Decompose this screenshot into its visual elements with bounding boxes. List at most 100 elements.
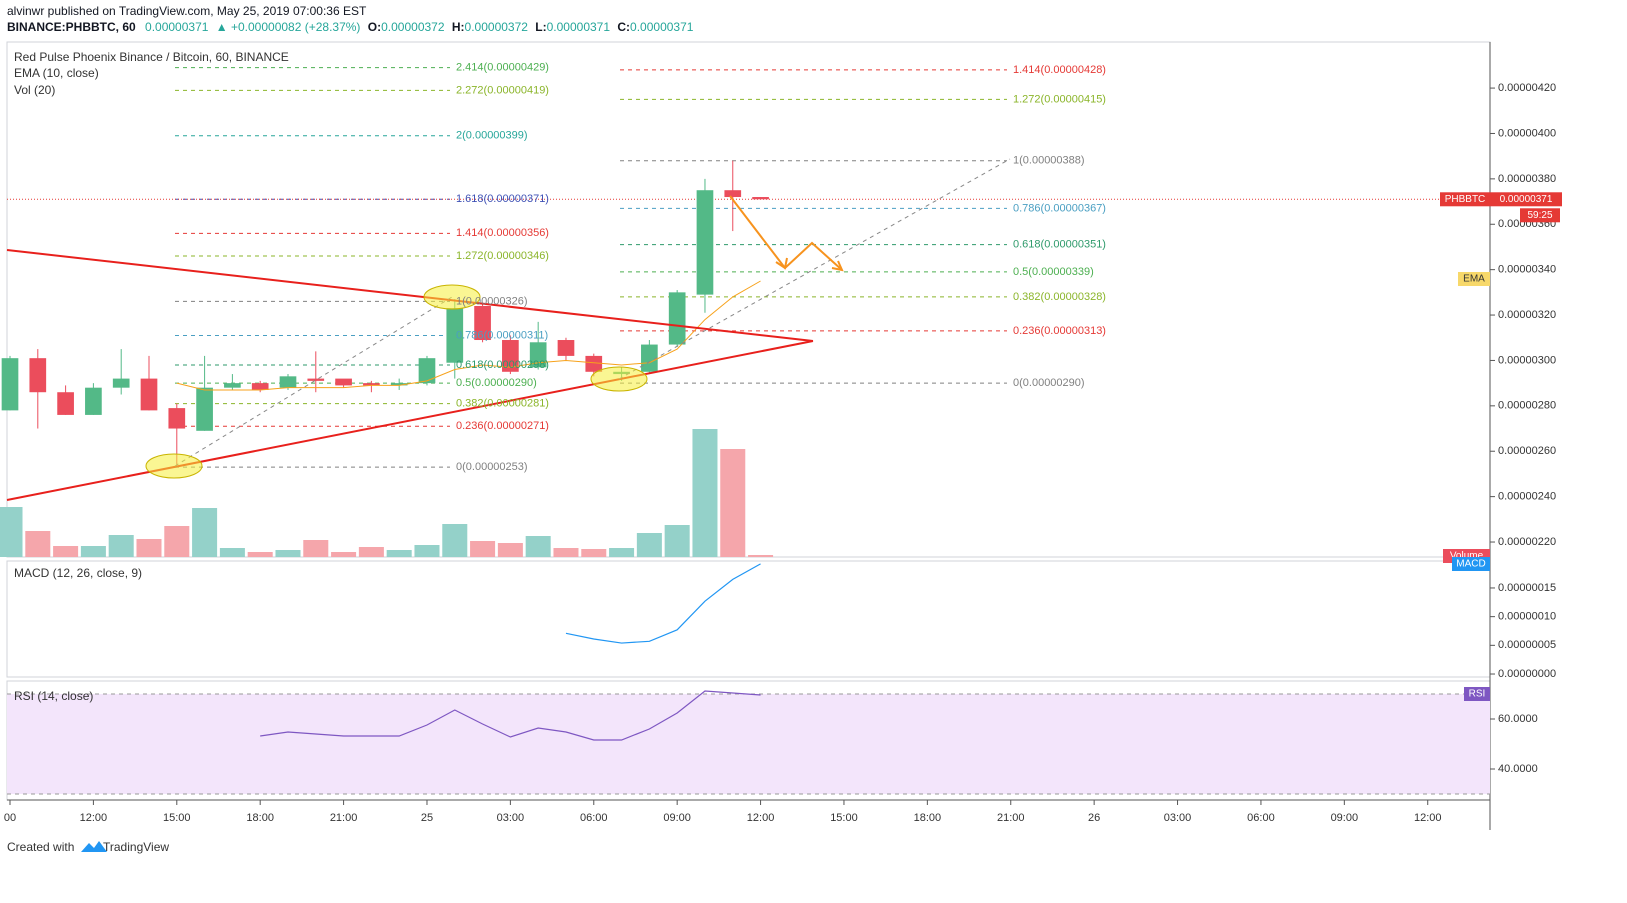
rsi-band: [7, 694, 1490, 794]
volume-bar: [331, 552, 357, 557]
x-tick-label: 12:00: [747, 812, 775, 824]
legend-ema: EMA (10, close): [14, 66, 99, 80]
fib-label: 0.5(0.00000339): [1013, 266, 1094, 278]
volume-bar: [136, 539, 162, 557]
fib-label: 0.5(0.00000290): [456, 377, 537, 389]
y-tick-label: 0.00000260: [1498, 445, 1556, 457]
fib-label: 1.272(0.00000415): [1013, 93, 1106, 105]
fib-anchor: [618, 158, 1011, 380]
volume-bar: [247, 552, 273, 557]
projection-arrow: [729, 195, 843, 271]
volume-bar: [25, 531, 51, 557]
candle-body: [279, 376, 297, 388]
fib-anchor: [174, 296, 453, 467]
x-tick-label: 25: [421, 812, 433, 824]
x-tick-label: 06:00: [1247, 812, 1275, 824]
candle-body: [668, 292, 686, 345]
y-tick-label: 0.00000015: [1498, 582, 1556, 594]
y-tick-label: 0.00000320: [1498, 309, 1556, 321]
volume-bar: [636, 533, 662, 557]
x-tick-label: 12:00: [1414, 812, 1442, 824]
fib-label: 0.382(0.00000328): [1013, 291, 1106, 303]
x-tick-label: 18:00: [246, 812, 274, 824]
volume-bar: [525, 536, 551, 557]
y-tick-label: 0.00000005: [1498, 639, 1556, 651]
fib-label: 2.272(0.00000419): [456, 84, 549, 96]
candle-body: [85, 387, 102, 415]
fib-label: 0(0.00000253): [456, 461, 528, 473]
y-tick-label: 0.00000420: [1498, 82, 1556, 94]
volume-bar: [748, 555, 774, 557]
fib-label: 0.236(0.00000313): [1013, 325, 1106, 337]
y-tick-label: 0.00000380: [1498, 173, 1556, 185]
trendline: [6, 249, 814, 342]
fib-label: 0.786(0.00000367): [1013, 202, 1106, 214]
candle-body: [29, 358, 47, 393]
x-tick-label: 12:00: [80, 812, 108, 824]
x-tick-label: 15:00: [163, 812, 191, 824]
fib-label: 1.414(0.00000428): [1013, 64, 1106, 76]
symbol: BINANCE:PHBBTC, 60: [7, 20, 136, 34]
volume-bar: [581, 549, 607, 557]
ohlc-key: L:: [535, 20, 546, 34]
fib-label: 1.618(0.00000371): [456, 193, 549, 205]
macd-title: MACD (12, 26, close, 9): [14, 566, 142, 580]
fib-label: 1(0.00000326): [456, 295, 528, 307]
candle-body: [585, 355, 603, 372]
volume-bar: [497, 543, 523, 557]
volume-bar: [553, 548, 579, 557]
candle-body: [502, 340, 519, 372]
last-price-symbol-box: [1440, 192, 1490, 207]
highlight: [590, 366, 648, 392]
y-tick-label: 0.00000220: [1498, 536, 1556, 548]
x-tick-label: 21:00: [997, 812, 1025, 824]
marks-layer: [1, 160, 769, 741]
x-tick-label: 03:00: [497, 812, 525, 824]
last-price-label-box: [1490, 192, 1562, 207]
candle-body: [752, 197, 769, 200]
candle-body: [641, 344, 658, 372]
arrow-head: [831, 260, 844, 272]
y-tick-label: 40.0000: [1498, 763, 1538, 775]
candle-body: [57, 392, 74, 415]
volume-bar: [80, 546, 106, 557]
y-tick-label: 0.00000280: [1498, 400, 1556, 412]
fib-label: 0.618(0.00000298): [456, 359, 549, 371]
y-tick-label: 0.00000400: [1498, 127, 1556, 139]
y-tick-label: 0.00000300: [1498, 354, 1556, 366]
trendline: [6, 340, 814, 501]
candle-body: [446, 308, 464, 363]
x-tick-label: 15:00: [830, 812, 858, 824]
change: ▲ +0.00000082 (+28.37%): [216, 20, 361, 34]
fib-label: 1(0.00000388): [1013, 155, 1085, 167]
rsi-badge: RSI: [1469, 689, 1486, 700]
candle-body: [529, 342, 547, 368]
x-tick-label: 21:00: [330, 812, 358, 824]
volume-bar: [164, 526, 190, 557]
macd-badge-box: [1452, 557, 1490, 571]
fib-label: 2.414(0.00000429): [456, 62, 549, 74]
volume-bar: [442, 524, 468, 557]
candle-body: [474, 305, 491, 341]
ohlc-key: H:: [452, 20, 465, 34]
y-tick-label: 0.00000000: [1498, 668, 1556, 680]
rsi-title: RSI (14, close): [14, 689, 93, 703]
logo: [81, 841, 107, 852]
candle-body: [168, 408, 186, 429]
highlight: [145, 453, 203, 479]
last-price-label: 0.00000371: [1500, 194, 1553, 205]
fib-label: 2(0.00000399): [456, 130, 528, 142]
y-tick-label: 0.00000010: [1498, 611, 1556, 623]
y-tick-label: 60.0000: [1498, 713, 1538, 725]
fib-label: 0.236(0.00000271): [456, 420, 549, 432]
candle-body: [724, 190, 742, 198]
highlight: [423, 284, 481, 310]
volume-bar: [108, 535, 134, 557]
candle-body: [112, 378, 130, 388]
ema-badge-box: [1458, 272, 1490, 287]
fib-label: 1.272(0.00000346): [456, 250, 549, 262]
volume-badge: Volume: [1450, 551, 1484, 562]
legend-volume: Vol (20): [14, 83, 55, 97]
footer-brand: TradingView: [103, 840, 169, 854]
